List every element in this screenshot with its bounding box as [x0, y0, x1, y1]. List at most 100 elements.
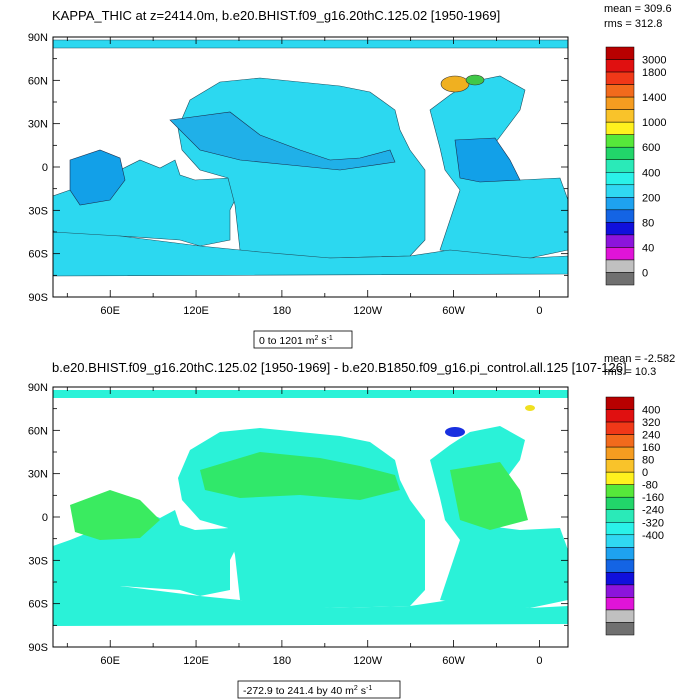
- y-tick-label: 90S: [28, 292, 48, 304]
- colorbar-swatch: [605, 209, 635, 223]
- panel-2-range-box: -272.9 to 241.4 by 40 m2 s-1: [237, 680, 401, 699]
- colorbar-label: 320: [642, 417, 660, 429]
- y-tick-label: 0: [42, 512, 48, 524]
- colorbar-swatch: [605, 584, 635, 598]
- colorbar-label: 1000: [642, 117, 666, 129]
- panel-1-rms: rms = 312.8: [604, 18, 662, 30]
- x-tick-label: 0: [536, 305, 542, 317]
- panel-1-atlantic-ocean: [429, 75, 568, 259]
- panel-2-range-sup: 2: [354, 685, 358, 692]
- colorbar-label: 1800: [642, 67, 666, 79]
- colorbar-swatch: [605, 172, 635, 186]
- colorbar-label: -320: [642, 517, 664, 529]
- colorbar-swatch: [605, 84, 635, 98]
- panel-1-range-exp: -1: [327, 335, 333, 342]
- panel-2-range-exp: -1: [366, 685, 372, 692]
- panel-1-ocean-field: [53, 39, 568, 277]
- panel-2-range-tail: s: [358, 685, 366, 697]
- y-tick-label: 90N: [28, 382, 48, 394]
- panel-2-range-box-frame: [237, 680, 401, 699]
- y-tick-label: 60S: [28, 249, 48, 261]
- x-tick-label: 60W: [442, 305, 465, 317]
- panel-2-map: 60E 120E 180 120W 60W 0 90N 60N 30N 0 30S 60S 90S: [28, 382, 569, 667]
- panel-2-arctic-strip: [53, 390, 568, 398]
- colorbar-swatch: [605, 396, 635, 410]
- x-tick-label: 0: [536, 655, 542, 667]
- panel-2-rms: rms = 10.3: [604, 366, 656, 378]
- panel-2-patch-pacific: [200, 452, 400, 500]
- x-tick-label: 180: [273, 655, 291, 667]
- y-tick-label: 60S: [28, 599, 48, 611]
- panel-2-range-text: -272.9 to 241.4 by 40 m2 s-1: [243, 685, 372, 697]
- panel-2-ocean-field: [53, 390, 568, 626]
- panel-1-mean: mean = 309.6: [604, 3, 672, 15]
- colorbar-swatch: [605, 222, 635, 236]
- y-tick-label: 30S: [28, 205, 48, 217]
- colorbar-label: 3000: [642, 55, 666, 67]
- colorbar-swatch: [605, 496, 635, 510]
- colorbar-swatch: [605, 272, 635, 286]
- colorbar-swatch: [605, 121, 635, 135]
- colorbar-label: 160: [642, 442, 660, 454]
- y-tick-label: 30N: [28, 119, 48, 131]
- colorbar-label: 400: [642, 405, 660, 417]
- colorbar-swatch: [605, 421, 635, 435]
- colorbar-label: 400: [642, 167, 660, 179]
- colorbar-label: -80: [642, 480, 658, 492]
- colorbar-label: 0: [642, 467, 648, 479]
- colorbar-swatch: [605, 459, 635, 473]
- panel-1-range-box-frame: [253, 330, 353, 349]
- colorbar-swatch: [605, 71, 635, 85]
- colorbar-swatch: [605, 609, 635, 623]
- panel-1-range-value: 0 to 1201 m: [259, 335, 315, 347]
- colorbar-swatch: [605, 159, 635, 173]
- y-tick-label: 90N: [28, 32, 48, 44]
- colorbar-label: 240: [642, 430, 660, 442]
- panel-1-patch-east-indian: [69, 149, 126, 206]
- panel-1-range-box: 0 to 1201 m2 s-1: [253, 330, 353, 349]
- colorbar-swatch: [605, 534, 635, 548]
- colorbar-swatch: [605, 446, 635, 460]
- y-tick-label: 30N: [28, 469, 48, 481]
- panel-1-range-sup: 2: [314, 335, 318, 342]
- colorbar-label: -240: [642, 505, 664, 517]
- colorbar-swatch: [605, 484, 635, 498]
- colorbar-swatch: [605, 572, 635, 586]
- panel-2-hotspot-blue: [445, 427, 465, 437]
- colorbar-swatch: [605, 46, 635, 60]
- x-tick-label: 120W: [353, 655, 382, 667]
- panel-1-southern-ocean: [53, 231, 568, 277]
- colorbar-swatch: [605, 247, 635, 261]
- colorbar-swatch: [605, 509, 635, 523]
- panel-1-range-tail: s: [318, 335, 326, 347]
- panel-2-patch-indian: [70, 490, 160, 540]
- x-tick-label: 180: [273, 305, 291, 317]
- colorbar-swatch: [605, 434, 635, 448]
- panel-1-colorbar: 3000180016001400120010008006005004003002…: [605, 46, 666, 286]
- colorbar-swatch: [605, 409, 635, 423]
- panel-2-southern-ocean: [53, 582, 568, 626]
- colorbar-label: 600: [642, 142, 660, 154]
- x-tick-label: 120E: [183, 305, 209, 317]
- panel-1-hotspot-inner: [465, 74, 485, 86]
- panel-1-title: KAPPA_THIC at z=2414.0m, b.e20.BHIST.f09…: [52, 8, 500, 23]
- colorbar-swatch: [605, 109, 635, 123]
- colorbar-label: -160: [642, 492, 664, 504]
- colorbar-swatch: [605, 597, 635, 611]
- colorbar-label: 0: [642, 267, 648, 279]
- colorbar-swatch: [605, 96, 635, 110]
- panel-1-patch-west-pacific: [169, 111, 396, 171]
- panel-1-arctic-strip: [53, 39, 568, 49]
- panel-1-axes: 60E 120E 180 120W 60W 0 90N 60N 30N 0 30S 60S 90S: [28, 32, 568, 317]
- panel-2-patch-atlantic: [450, 462, 528, 530]
- colorbar-swatch: [605, 134, 635, 148]
- colorbar-label: 1400: [642, 92, 666, 104]
- panel-2-axes: 60E 120E 180 120W 60W 0 90N 60N 30N 0 30S 60S 90S: [28, 382, 568, 667]
- y-tick-label: 0: [42, 162, 48, 174]
- panel-2-range-value: -272.9 to 241.4 by 40 m: [243, 685, 354, 697]
- x-tick-label: 120W: [353, 305, 382, 317]
- colorbar-label: 40: [642, 242, 654, 254]
- panel-2: b.e20.BHIST.f09_g16.20thC.125.02 [1950-1…: [28, 353, 675, 699]
